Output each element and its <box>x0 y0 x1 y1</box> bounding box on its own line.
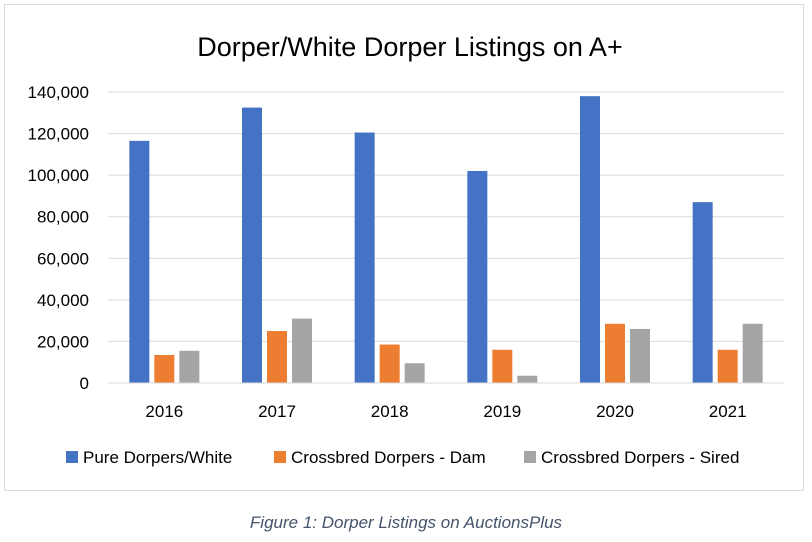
y-tick-label: 120,000 <box>28 125 89 144</box>
x-tick-label: 2020 <box>596 402 634 421</box>
bar-2018-series-1 <box>354 132 375 383</box>
y-tick-label: 40,000 <box>37 291 89 310</box>
legend-swatch <box>66 451 78 463</box>
x-tick-label: 2019 <box>483 402 521 421</box>
y-tick-label: 80,000 <box>37 208 89 227</box>
bars <box>129 96 763 384</box>
bar-2016-series-3 <box>179 350 200 383</box>
legend-swatch <box>274 451 286 463</box>
x-axis-ticks: 2016 2017 2018 2019 2020 2021 <box>145 402 746 421</box>
y-tick-label: 20,000 <box>37 332 89 351</box>
legend: Pure Dorpers/White Crossbred Dorpers - Da… <box>66 448 739 467</box>
bar-2017-series-2 <box>267 331 287 383</box>
legend-label: Pure Dorpers/White <box>83 448 232 467</box>
bar-chart: Dorper/White Dorper Listings on A+ 0 20,0… <box>28 32 784 467</box>
y-tick-label: 60,000 <box>37 249 89 268</box>
gridlines <box>108 91 784 342</box>
bar-2021-series-1 <box>692 202 713 383</box>
bar-2016-series-1 <box>129 140 150 383</box>
chart-title: Dorper/White Dorper Listings on A+ <box>197 32 622 62</box>
bar-2020-series-3 <box>630 328 650 383</box>
bar-2020-series-1 <box>580 96 600 384</box>
x-tick-label: 2018 <box>371 402 409 421</box>
legend-label: Crossbred Dorpers - Sired <box>541 448 739 467</box>
bar-2019-series-1 <box>467 170 488 383</box>
figure-caption: Figure 1: Dorper Listings on AuctionsPlu… <box>249 513 563 532</box>
y-axis-ticks: 0 20,000 40,000 60,000 80,000 100,000 120,000 1… <box>28 83 89 393</box>
bar-2017-series-3 <box>292 318 312 383</box>
bar-2021-series-3 <box>742 323 763 383</box>
bar-2021-series-2 <box>717 349 738 383</box>
y-tick-label: 0 <box>80 374 89 393</box>
x-tick-label: 2016 <box>145 402 183 421</box>
y-tick-label: 140,000 <box>28 83 89 102</box>
y-tick-label: 100,000 <box>28 166 89 185</box>
bar-2019-series-3 <box>517 375 538 383</box>
bar-2016-series-2 <box>154 354 175 383</box>
x-tick-label: 2017 <box>258 402 296 421</box>
bar-2018-series-2 <box>379 344 400 383</box>
legend-label: Crossbred Dorpers - Dam <box>291 448 486 467</box>
bar-2018-series-3 <box>404 363 425 383</box>
x-tick-label: 2021 <box>709 402 747 421</box>
bar-2019-series-2 <box>492 349 513 383</box>
legend-swatch <box>524 451 536 463</box>
bar-2017-series-1 <box>242 107 262 383</box>
bar-2020-series-2 <box>605 323 625 383</box>
